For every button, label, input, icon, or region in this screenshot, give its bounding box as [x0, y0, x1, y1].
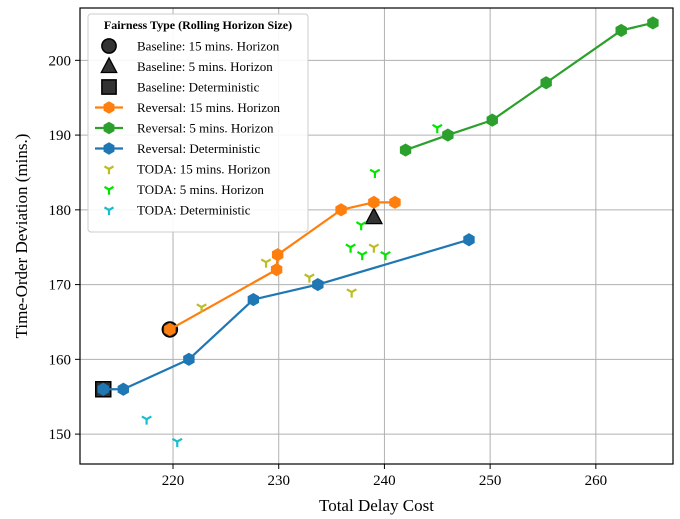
data-point — [647, 16, 659, 30]
legend-label: TODA: 15 mins. Horizon — [137, 162, 271, 177]
data-point — [164, 322, 176, 337]
legend-marker — [103, 165, 115, 175]
data-point — [399, 143, 412, 157]
series-toda-deterministic — [141, 415, 183, 448]
data-point — [364, 206, 384, 225]
data-point — [312, 278, 324, 292]
y-tick-label: 200 — [49, 53, 72, 69]
data-point — [270, 263, 283, 277]
legend-label: TODA: Deterministic — [137, 203, 251, 218]
y-tick-label: 190 — [49, 128, 72, 144]
series-reversal-deterministic — [97, 233, 475, 396]
y-tick-label: 160 — [49, 352, 72, 368]
legend-entry: TODA: Deterministic — [103, 203, 251, 218]
x-tick-label: 250 — [479, 473, 502, 489]
legend-label: Reversal: 5 mins. Horizon — [137, 121, 274, 136]
data-point — [97, 382, 109, 396]
data-point — [369, 168, 381, 178]
data-point — [345, 243, 356, 253]
legend-label: Baseline: Deterministic — [137, 80, 260, 95]
data-point — [247, 292, 260, 307]
data-point — [389, 195, 401, 209]
series-baseline-5-mins-horizon — [364, 206, 384, 225]
legend-marker — [103, 142, 115, 155]
legend-marker — [103, 121, 115, 135]
legend-label: Baseline: 5 mins. Horizon — [137, 59, 273, 74]
data-point — [368, 195, 380, 209]
data-point — [117, 382, 130, 396]
x-tick-label: 240 — [373, 473, 396, 489]
data-point — [196, 303, 207, 313]
legend: Fairness Type (Rolling Horizon Size) Bas… — [87, 13, 309, 233]
series-reversal-5-mins-horizon — [399, 16, 659, 157]
legend-title: Fairness Type (Rolling Horizon Size) — [104, 18, 292, 32]
x-tick-label: 230 — [267, 473, 290, 489]
legend-entry: Reversal: Deterministic — [95, 141, 260, 156]
y-axis-title: Time-Order Deviation (mins.) — [12, 134, 31, 339]
ticks: 220 230 240 250 260 150 160 170 180 190 200 — [49, 53, 608, 489]
data-point — [346, 288, 357, 298]
legend-marker — [103, 185, 115, 195]
x-axis-title: Total Delay Cost — [319, 496, 434, 515]
data-point — [141, 415, 152, 425]
data-point — [271, 248, 284, 262]
legend-label: Reversal: 15 mins. Horizon — [137, 100, 280, 115]
legend-label: Baseline: 15 mins. Horizon — [137, 39, 280, 54]
legend-box — [87, 13, 309, 233]
data-point — [335, 203, 347, 217]
series-toda-5-mins-horizon — [345, 123, 443, 261]
legend-entries: Baseline: 15 mins. Horizon Baseline: 5 mi… — [95, 38, 280, 218]
data-point — [463, 233, 475, 247]
legend-entry: Baseline: 5 mins. Horizon — [100, 56, 273, 74]
y-tick-label: 150 — [49, 427, 72, 443]
legend-marker — [103, 206, 115, 216]
y-tick-label: 170 — [49, 278, 72, 294]
legend-entry: Baseline: Deterministic — [101, 79, 260, 95]
data-point — [380, 250, 391, 261]
legend-entry: Baseline: 15 mins. Horizon — [101, 38, 280, 54]
y-tick-label: 180 — [49, 203, 72, 219]
series-layer — [95, 16, 659, 448]
data-point — [486, 113, 498, 127]
data-point — [171, 437, 183, 448]
x-tick-label: 220 — [162, 473, 185, 489]
data-point — [355, 221, 367, 231]
legend-entry: Reversal: 5 mins. Horizon — [95, 121, 274, 136]
data-point — [356, 250, 368, 261]
series-toda-15-mins-horizon — [196, 243, 380, 313]
legend-entry: Reversal: 15 mins. Horizon — [95, 100, 280, 115]
data-point — [540, 76, 552, 90]
x-tick-label: 260 — [585, 473, 608, 489]
data-point — [442, 128, 454, 142]
legend-label: Reversal: Deterministic — [137, 141, 260, 156]
legend-marker — [103, 101, 115, 114]
plot-frame — [79, 7, 674, 465]
data-point — [615, 23, 627, 38]
legend-entry: TODA: 5 mins. Horizon — [103, 182, 264, 197]
legend-label: TODA: 5 mins. Horizon — [137, 182, 264, 197]
data-point — [304, 273, 315, 283]
legend-marker — [100, 56, 118, 74]
data-point — [431, 123, 443, 134]
data-point — [368, 243, 380, 253]
legend-marker — [101, 79, 117, 95]
legend-marker — [101, 38, 117, 54]
legend-entry: TODA: 15 mins. Horizon — [103, 162, 271, 177]
series-reversal-15-mins-horizon — [164, 195, 401, 337]
data-point — [183, 352, 195, 366]
data-point — [260, 258, 272, 268]
